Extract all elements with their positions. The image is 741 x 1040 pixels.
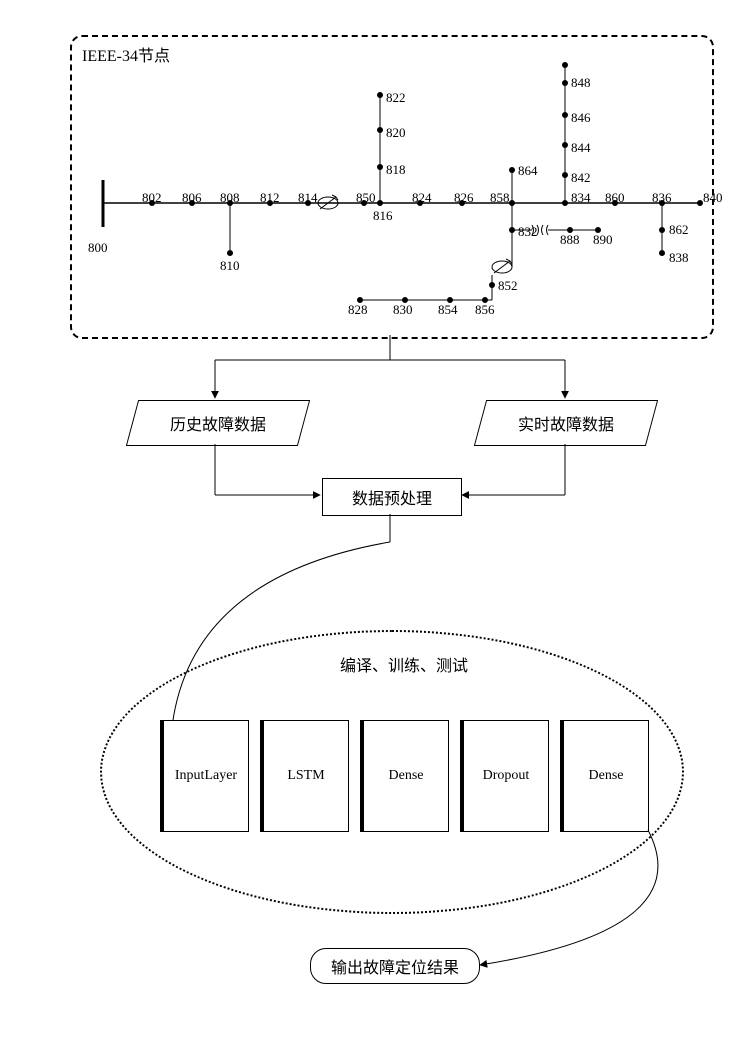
- diagram-canvas: IEEE-34节点: [20, 20, 741, 1020]
- arrow-4: [20, 20, 741, 1020]
- output-box: 输出故障定位结果: [310, 948, 480, 984]
- output-label: 输出故障定位结果: [331, 954, 459, 978]
